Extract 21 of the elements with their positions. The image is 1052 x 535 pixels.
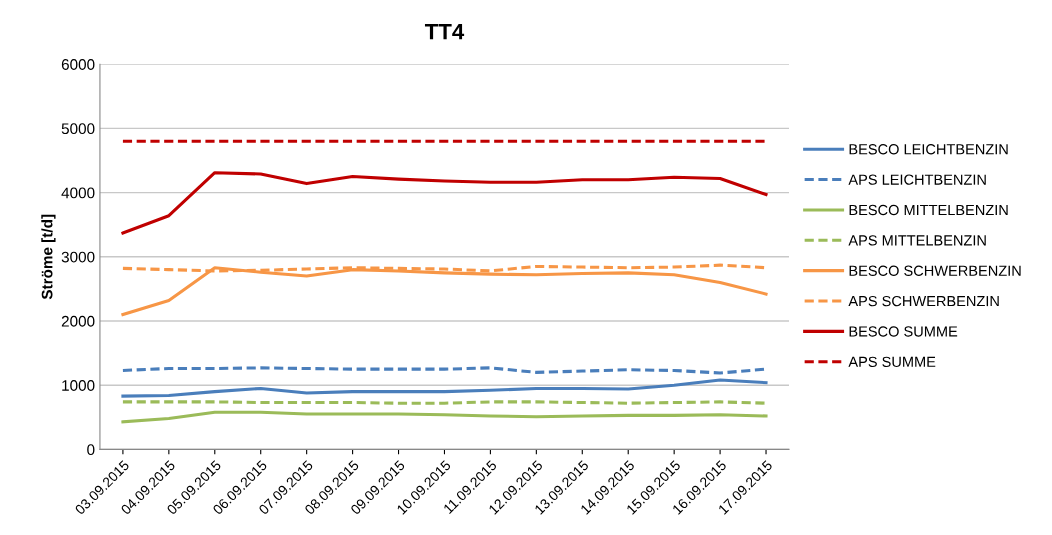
y-tick-label: 1000	[62, 380, 95, 391]
legend-label: BESCO SCHWERBENZIN	[849, 265, 1021, 276]
legend-label: APS MITTELBENZIN	[848, 235, 986, 246]
y-tick-label: 5000	[61, 123, 95, 135]
y-tick-label: 3000	[61, 251, 95, 263]
line-series	[121, 266, 768, 317]
legend-label: APS LEICHTBENZIN	[848, 174, 986, 185]
chart-title: TT4	[424, 23, 465, 40]
y-tick-label: 0	[87, 444, 95, 456]
line-series	[121, 410, 768, 424]
y-axis-title: Ströme [t/d]	[41, 214, 56, 300]
line-series	[121, 378, 768, 398]
legend-label: BESCO LEICHTBENZIN	[849, 144, 1008, 155]
y-tick-label: 6000	[61, 59, 95, 70]
legend-label: APS SCHWERBENZIN	[848, 295, 999, 307]
legend-label: BESCO MITTELBENZIN	[849, 204, 1008, 216]
line-series	[121, 171, 768, 235]
y-tick-label: 2000	[61, 315, 95, 327]
legend-label: BESCO SUMME	[849, 326, 958, 337]
legend-label: APS SUMME	[848, 356, 936, 367]
y-tick-label: 4000	[61, 187, 95, 199]
